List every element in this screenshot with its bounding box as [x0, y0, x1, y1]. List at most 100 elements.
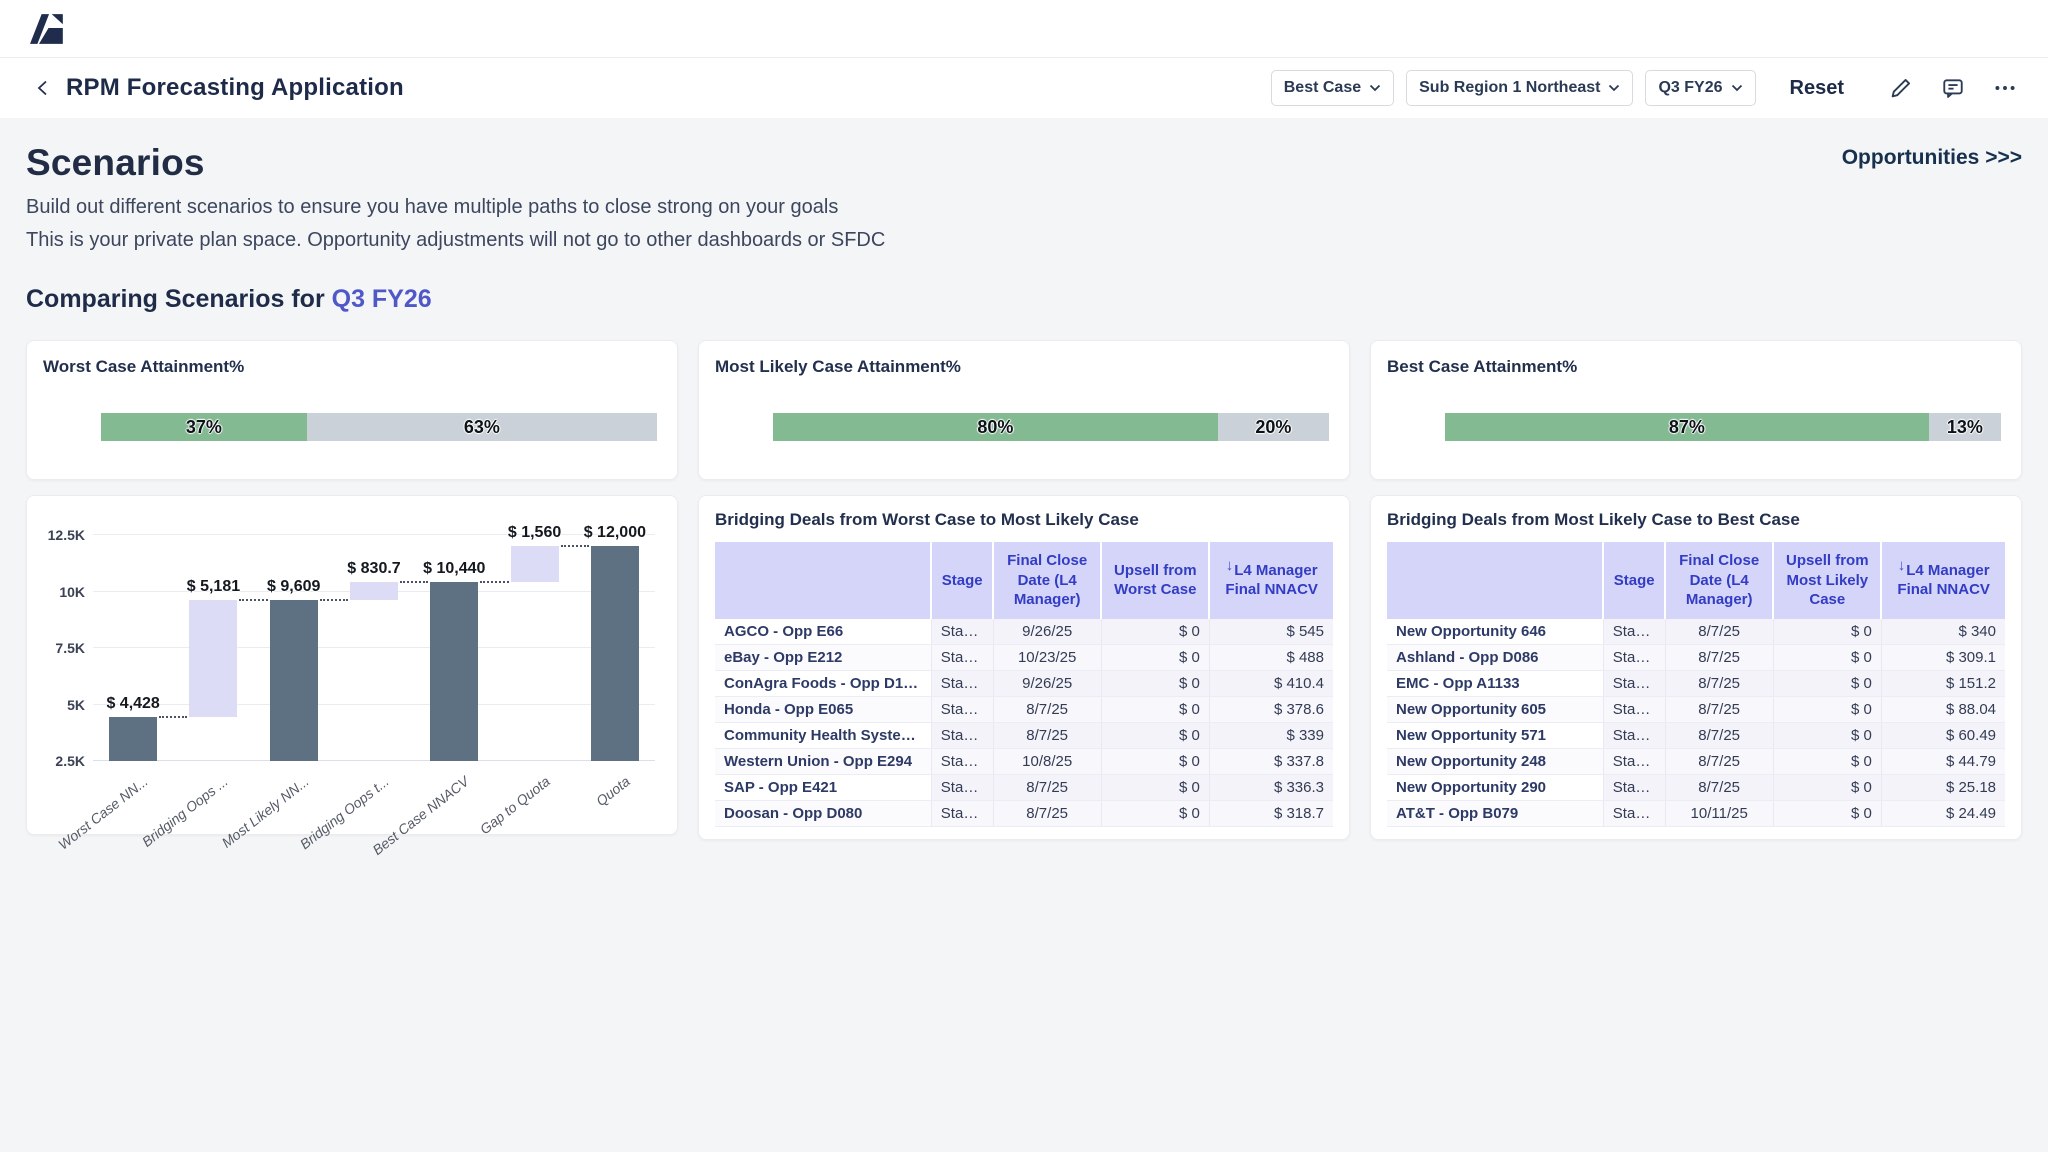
deal-name-cell[interactable]: Community Health Systems - ...: [715, 722, 932, 749]
connector-line: [480, 580, 509, 583]
waterfall-chart: 2.5K 5K 7.5K 10K 12.5K $ 4,428 Worst Case NN..…: [48, 524, 655, 858]
bar-value-label: $ 5,181: [186, 578, 241, 596]
table-row: EMC - Opp A1133 Stage 1 8/7/25 $ 0 $ 151.2: [1387, 670, 2005, 697]
table-cell: $ 0: [1773, 696, 1882, 723]
column-header[interactable]: ↓L4 Manager Final NNACV: [1881, 542, 2005, 619]
table-cell: 8/7/25: [993, 800, 1102, 827]
table-cell: 8/7/25: [1665, 618, 1774, 645]
filter-region-value: Sub Region 1 Northeast: [1419, 79, 1601, 96]
reset-button[interactable]: Reset: [1789, 76, 1844, 99]
column-header[interactable]: [1387, 542, 1605, 619]
deal-name-cell[interactable]: AT&T - Opp B079: [1387, 800, 1604, 827]
table-row: eBay - Opp E212 Stage 3 10/23/25 $ 0 $ 488: [715, 644, 1333, 671]
connector-line: [159, 716, 188, 719]
deal-name-cell[interactable]: New Opportunity 248: [1387, 748, 1604, 775]
table-cell: Stage 1: [1603, 670, 1666, 697]
edit-pencil-icon[interactable]: [1888, 75, 1914, 101]
anaplan-logo[interactable]: [30, 13, 66, 44]
column-header[interactable]: Final Close Date (L4 Manager): [1665, 542, 1775, 619]
table-cell: $ 336.3: [1209, 774, 1333, 801]
back-button[interactable]: [30, 75, 56, 101]
filter-period-dropdown[interactable]: Q3 FY26: [1645, 70, 1756, 106]
table-cell: $ 0: [1773, 618, 1882, 645]
deal-name-cell[interactable]: Western Union - Opp E294: [715, 748, 932, 775]
table-cell: Stage 4: [931, 722, 994, 749]
bridging-deals-table: Stage Final Close Date (L4 Manager) Upsell…: [715, 542, 1333, 827]
waterfall-bar: [269, 600, 318, 761]
filter-scenario-value: Best Case: [1283, 79, 1362, 96]
column-header[interactable]: ↓L4 Manager Final NNACV: [1209, 542, 1333, 619]
table-cell: $ 378.6: [1209, 696, 1333, 723]
x-axis-category-label: Gap to Quota: [476, 773, 553, 838]
deal-name-cell[interactable]: Ashland - Opp D086: [1387, 644, 1604, 671]
deal-name-cell[interactable]: EMC - Opp A1133: [1387, 670, 1604, 697]
attainment-bar: 80% 20%: [773, 413, 1329, 441]
table-cell: Stage 2: [1603, 618, 1666, 645]
bar-value-label: $ 1,560: [507, 524, 562, 542]
table-cell: Stage 2: [1603, 722, 1666, 749]
bridging-deals-table: Stage Final Close Date (L4 Manager) Upsell…: [1387, 542, 2005, 827]
table-cell: $ 0: [1773, 722, 1882, 749]
connector-line: [400, 580, 429, 583]
more-ellipsis-icon[interactable]: [1992, 75, 2018, 101]
deal-name-cell[interactable]: New Opportunity 290: [1387, 774, 1604, 801]
table-cell: $ 0: [1773, 644, 1882, 671]
table-cell: $ 0: [1773, 800, 1882, 827]
app-header: RPM Forecasting Application Best Case Su…: [0, 58, 2048, 118]
deal-name-cell[interactable]: AGCO - Opp E66: [715, 618, 932, 645]
table-cell: $ 318.7: [1209, 800, 1333, 827]
deal-name-cell[interactable]: eBay - Opp E212: [715, 644, 932, 671]
column-header[interactable]: Final Close Date (L4 Manager): [993, 542, 1103, 619]
table-row: New Opportunity 571 Stage 2 8/7/25 $ 0 $ 60.…: [1387, 722, 2005, 749]
table-cell: 10/23/25: [993, 644, 1102, 671]
table-cell: $ 24.49: [1881, 800, 2005, 827]
table-cell: 10/8/25: [993, 748, 1102, 775]
chevron-down-icon: [1731, 84, 1742, 92]
opportunities-link[interactable]: Opportunities >>>: [1841, 146, 2022, 169]
table-row: AGCO - Opp E66 Stage 3 9/26/25 $ 0 $ 545: [715, 618, 1333, 645]
connector-line: [560, 545, 589, 548]
table-cell: $ 60.49: [1881, 722, 2005, 749]
table-row: New Opportunity 248 Stage 2 8/7/25 $ 0 $ 44.…: [1387, 748, 2005, 775]
y-axis-tick-label: 5K: [67, 696, 85, 713]
column-header[interactable]: [715, 542, 933, 619]
table-row: ConAgra Foods - Opp D1374 Stage 3 9/26/25 $…: [715, 670, 1333, 697]
y-axis-tick-label: 7.5K: [55, 640, 85, 657]
bridging-worst-to-most-likely-card: Bridging Deals from Worst Case to Most L…: [698, 495, 1350, 840]
column-header[interactable]: Stage: [931, 542, 995, 619]
deal-name-cell[interactable]: New Opportunity 646: [1387, 618, 1604, 645]
deal-name-cell[interactable]: New Opportunity 605: [1387, 696, 1604, 723]
column-header[interactable]: Upsell from Worst Case: [1101, 542, 1211, 619]
gridline: [93, 760, 655, 761]
deal-name-cell[interactable]: Doosan - Opp D080: [715, 800, 932, 827]
remaining-segment: 63%: [306, 413, 657, 441]
table-cell: Stage 2: [1603, 748, 1666, 775]
deal-name-cell[interactable]: New Opportunity 571: [1387, 722, 1604, 749]
filter-region-dropdown[interactable]: Sub Region 1 Northeast: [1406, 70, 1634, 106]
waterfall-chart-card: 2.5K 5K 7.5K 10K 12.5K $ 4,428 Worst Case NN..…: [26, 495, 678, 858]
table-row: Community Health Systems - ... Stage 4 8/7…: [715, 722, 1333, 749]
filter-period-value: Q3 FY26: [1658, 79, 1723, 96]
table-cell: 8/7/25: [993, 774, 1102, 801]
page-header-title: RPM Forecasting Application: [66, 74, 404, 101]
table-row: New Opportunity 605 Stage 2 8/7/25 $ 0 $ 88.…: [1387, 696, 2005, 723]
deal-name-cell[interactable]: SAP - Opp E421: [715, 774, 932, 801]
table-cell: Stage 3: [931, 774, 994, 801]
top-logo-bar: [0, 0, 2048, 58]
attainment-bar: 87% 13%: [1445, 413, 2001, 441]
column-header[interactable]: Upsell from Most Likely Case: [1773, 542, 1883, 619]
column-header[interactable]: Stage: [1603, 542, 1667, 619]
table-cell: $ 0: [1773, 774, 1882, 801]
table-cell: 8/7/25: [1665, 774, 1774, 801]
table-cell: $ 0: [1101, 670, 1210, 697]
table-cell: 8/7/25: [993, 696, 1102, 723]
table-cell: $ 0: [1101, 644, 1210, 671]
deal-name-cell[interactable]: ConAgra Foods - Opp D1374: [715, 670, 932, 697]
deal-name-cell[interactable]: Honda - Opp E065: [715, 696, 932, 723]
table-cell: Stage 1: [1603, 800, 1666, 827]
filter-scenario-dropdown[interactable]: Best Case: [1270, 70, 1395, 106]
comment-icon[interactable]: [1940, 75, 1966, 101]
attained-segment: 80%: [773, 413, 1218, 441]
y-axis-tick-label: 2.5K: [55, 753, 85, 769]
table-cell: Stage 4: [931, 696, 994, 723]
